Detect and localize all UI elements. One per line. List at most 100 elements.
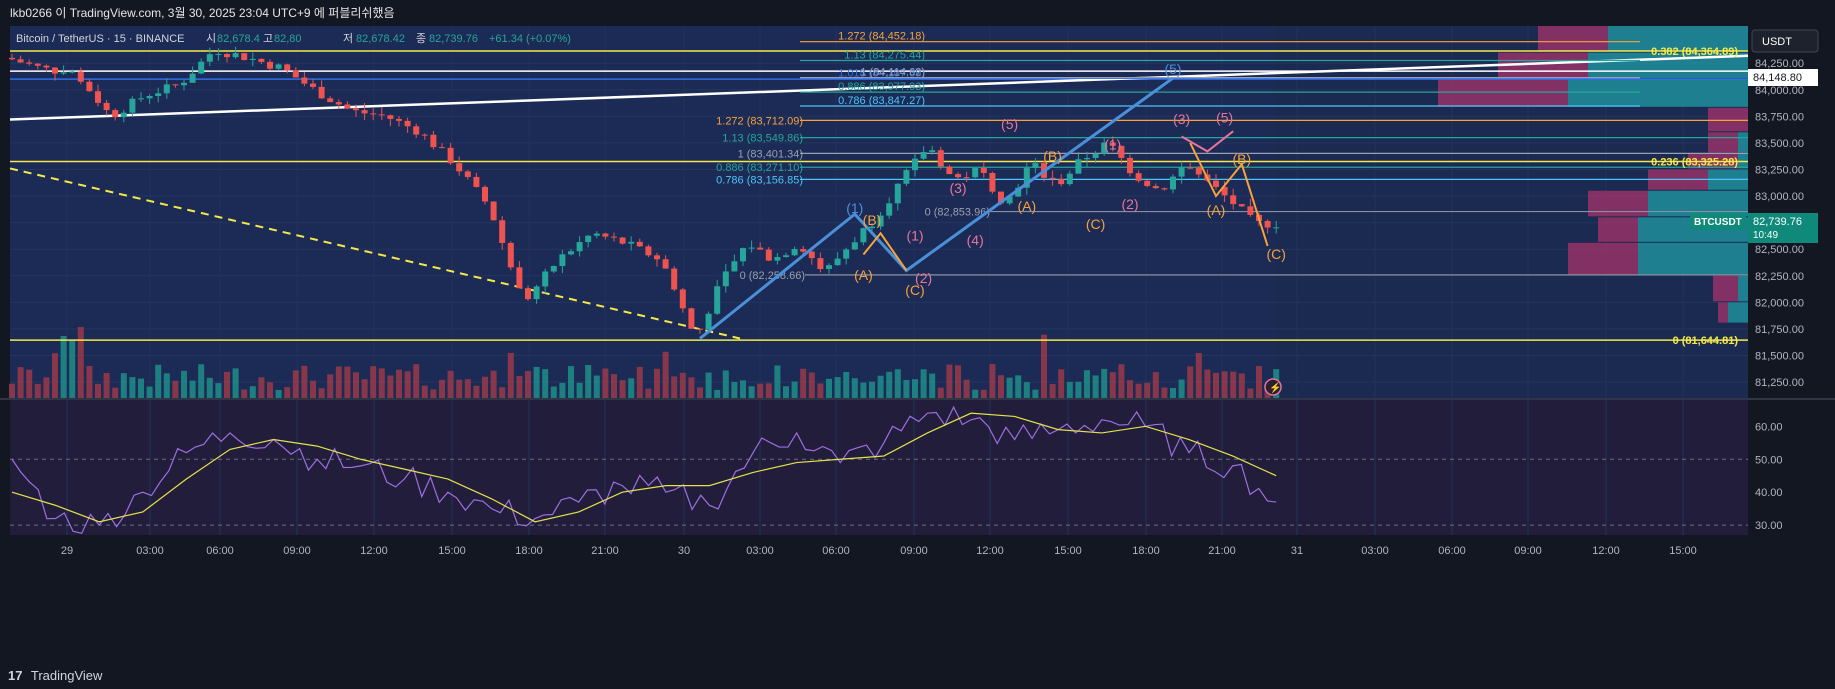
candle-body	[232, 53, 239, 58]
footer-brand: TradingView	[30, 668, 103, 683]
candle-body	[1066, 173, 1073, 185]
candle-body	[912, 158, 918, 171]
volume-profile-down	[1438, 79, 1568, 107]
volume-bar	[138, 378, 144, 398]
volume-bar	[189, 380, 196, 398]
candle-body	[851, 242, 858, 250]
chart-area[interactable]: 1.272 (84,452.18) 1.13 (84,275.44) 1.018 (…	[0, 26, 1835, 662]
fib-a-label: 1.13 (84,275.44)	[844, 49, 925, 61]
ohlc-change: +61.34 (+0.07%)	[489, 33, 571, 45]
fib-b-label: 0.886 (83,271.10)	[716, 162, 803, 174]
volume-bar	[1195, 353, 1202, 398]
candle-body	[1178, 167, 1185, 177]
time-tick-label: 06:00	[822, 545, 850, 557]
ohlc-low: 82,678.42	[356, 33, 405, 45]
candle-body	[1221, 186, 1228, 196]
volume-profile-up	[1648, 190, 1748, 217]
candle-body	[447, 147, 454, 164]
volume-bar	[955, 365, 961, 398]
candle-body	[258, 58, 265, 62]
candle-body	[671, 268, 678, 290]
wave-label: (2)	[1121, 196, 1138, 212]
candle-body	[430, 134, 437, 148]
lightning-alert-icon[interactable]	[1264, 378, 1282, 396]
candle-body	[1127, 157, 1133, 174]
volume-bar	[559, 382, 566, 398]
volume-bar	[1127, 380, 1133, 398]
wave-label: (1)	[906, 228, 923, 244]
volume-bar	[43, 377, 50, 398]
volume-bar	[163, 373, 170, 398]
candle-body	[464, 171, 471, 177]
tradingview-logo-icon: 17	[8, 668, 23, 683]
volume-bar	[714, 389, 721, 398]
axes: 84,250.00 84,000.00 83,750.00 83,500.00 83,2…	[61, 58, 1804, 557]
volume-bar	[327, 374, 334, 398]
volume-bar	[516, 376, 523, 398]
volume-bar	[258, 377, 265, 398]
rsi-tick-label: 50.00	[1755, 454, 1783, 466]
volume-bar	[1118, 364, 1125, 398]
volume-bar	[1032, 389, 1039, 398]
candle-body	[1264, 220, 1271, 228]
time-tick-label: 12:00	[1592, 545, 1620, 557]
currency-button[interactable]	[1751, 29, 1819, 53]
candle-body	[1187, 167, 1194, 169]
fib-b-label: 1.13 (83,549.86)	[722, 133, 803, 145]
volume-bar	[1230, 371, 1237, 398]
candle-body	[310, 83, 316, 87]
volume-bar	[929, 373, 936, 398]
candle-body	[877, 215, 884, 227]
candle-body	[9, 57, 15, 60]
rsi-indicator	[11, 405, 1277, 535]
volume-bar	[774, 365, 781, 398]
volume-bar	[1204, 369, 1211, 398]
volume-bar	[387, 375, 394, 398]
fib-b-label: 1 (83,401.34)	[738, 148, 803, 160]
price-tick-label: 82,000.00	[1755, 297, 1804, 309]
volume-bar	[112, 387, 119, 398]
candle-body	[52, 67, 58, 74]
volume-profile-up	[1738, 275, 1748, 302]
candle-body	[869, 226, 875, 229]
fib-zero-label: 0 (82,853.96)	[925, 207, 990, 219]
volume-bar	[722, 370, 729, 398]
candle-body	[490, 201, 497, 221]
volume-bar	[619, 380, 626, 398]
volume-profile-up	[1728, 302, 1748, 323]
volume-bar	[585, 364, 592, 398]
candle-body	[1170, 176, 1176, 190]
candle-body	[808, 251, 815, 259]
candle-body	[1049, 177, 1056, 180]
volume-bar	[525, 370, 531, 398]
volume-profile-down	[1598, 217, 1638, 242]
time-axis-bg	[0, 536, 1835, 562]
candle-body	[697, 328, 703, 330]
candle-body	[611, 236, 617, 238]
candle-body	[1273, 227, 1280, 229]
candle-body	[533, 286, 540, 300]
volume-bar	[705, 372, 712, 398]
fib-a-label: 0.886 (83,977.93)	[838, 81, 925, 93]
volume-bar	[60, 335, 67, 398]
time-tick-label: 03:00	[136, 545, 164, 557]
wave-label: (B)	[1232, 151, 1251, 167]
candle-body	[1101, 142, 1108, 154]
candle-body	[568, 251, 574, 255]
rsi-line	[11, 405, 1277, 535]
rsi-tick-label: 30.00	[1755, 520, 1783, 532]
volume-bar	[421, 385, 428, 398]
volume-profile-up	[1738, 132, 1748, 153]
candle-body	[241, 53, 248, 60]
price-tick-label: 82,250.00	[1755, 271, 1804, 283]
wave-label: (5)	[1001, 116, 1018, 132]
candle-body	[679, 289, 686, 309]
candle-body	[456, 163, 463, 172]
candle-body	[1195, 167, 1202, 175]
volume-bar	[593, 375, 600, 398]
volume-bar	[568, 366, 574, 398]
fib-right-label: 0 (81,644.81)	[1673, 335, 1739, 347]
volume-bar	[1041, 334, 1047, 398]
candle-body	[181, 82, 187, 86]
candle-body	[43, 65, 50, 68]
